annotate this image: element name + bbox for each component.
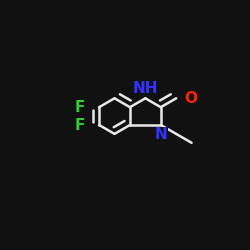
Text: F: F xyxy=(74,118,85,132)
Text: O: O xyxy=(184,91,198,106)
Text: F: F xyxy=(74,100,85,115)
Text: NH: NH xyxy=(132,81,158,96)
Text: N: N xyxy=(154,128,167,142)
